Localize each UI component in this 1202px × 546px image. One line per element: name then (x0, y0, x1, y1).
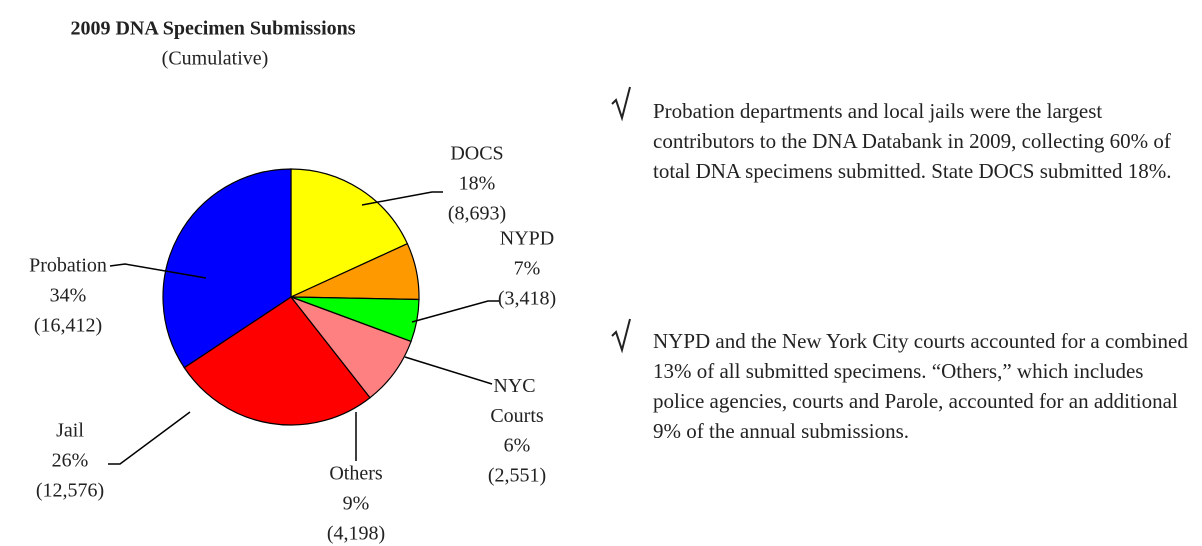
chart-title: 2009 DNA Specimen Submissions (70, 18, 355, 40)
leader-line (109, 263, 207, 279)
slice-percent: 6% (504, 435, 531, 457)
slice-count: (16,412) (34, 315, 102, 337)
slice-label: Jail (56, 420, 84, 442)
chart: 2009 DNA Specimen Submissions (Cumulativ… (29, 18, 556, 545)
slice-percent: 18% (459, 173, 496, 195)
slice-percent: 26% (52, 450, 89, 472)
slice-count: (12,576) (36, 480, 104, 502)
note: Probation departments and local jails we… (653, 99, 1172, 183)
leader-line (411, 300, 500, 323)
slice-count: (8,693) (448, 203, 506, 225)
check-icon (611, 318, 631, 354)
pie-slice (183, 296, 371, 426)
slice-percent: 9% (343, 493, 370, 515)
slice-label: DOCS (450, 143, 503, 165)
leader-line (108, 411, 191, 465)
slice-count: (2,551) (488, 465, 546, 487)
leader-line (361, 191, 443, 206)
slice-label: NYC Courts (490, 375, 544, 427)
slice-label: Others (329, 463, 383, 485)
chart-subtitle: (Cumulative) (162, 48, 269, 70)
pie-slice (290, 168, 409, 298)
note: NYPD and the New York City courts accoun… (653, 329, 1188, 443)
pie-slice (162, 168, 292, 369)
check-icon (611, 86, 631, 122)
slice-label: NYPD (500, 228, 554, 250)
leader-line (404, 356, 493, 385)
slice-count: (4,198) (327, 523, 385, 545)
slice-count: (3,418) (498, 288, 556, 310)
slice-percent: 34% (50, 285, 87, 307)
slice-label: Probation (29, 255, 107, 277)
slice-percent: 7% (514, 258, 541, 280)
